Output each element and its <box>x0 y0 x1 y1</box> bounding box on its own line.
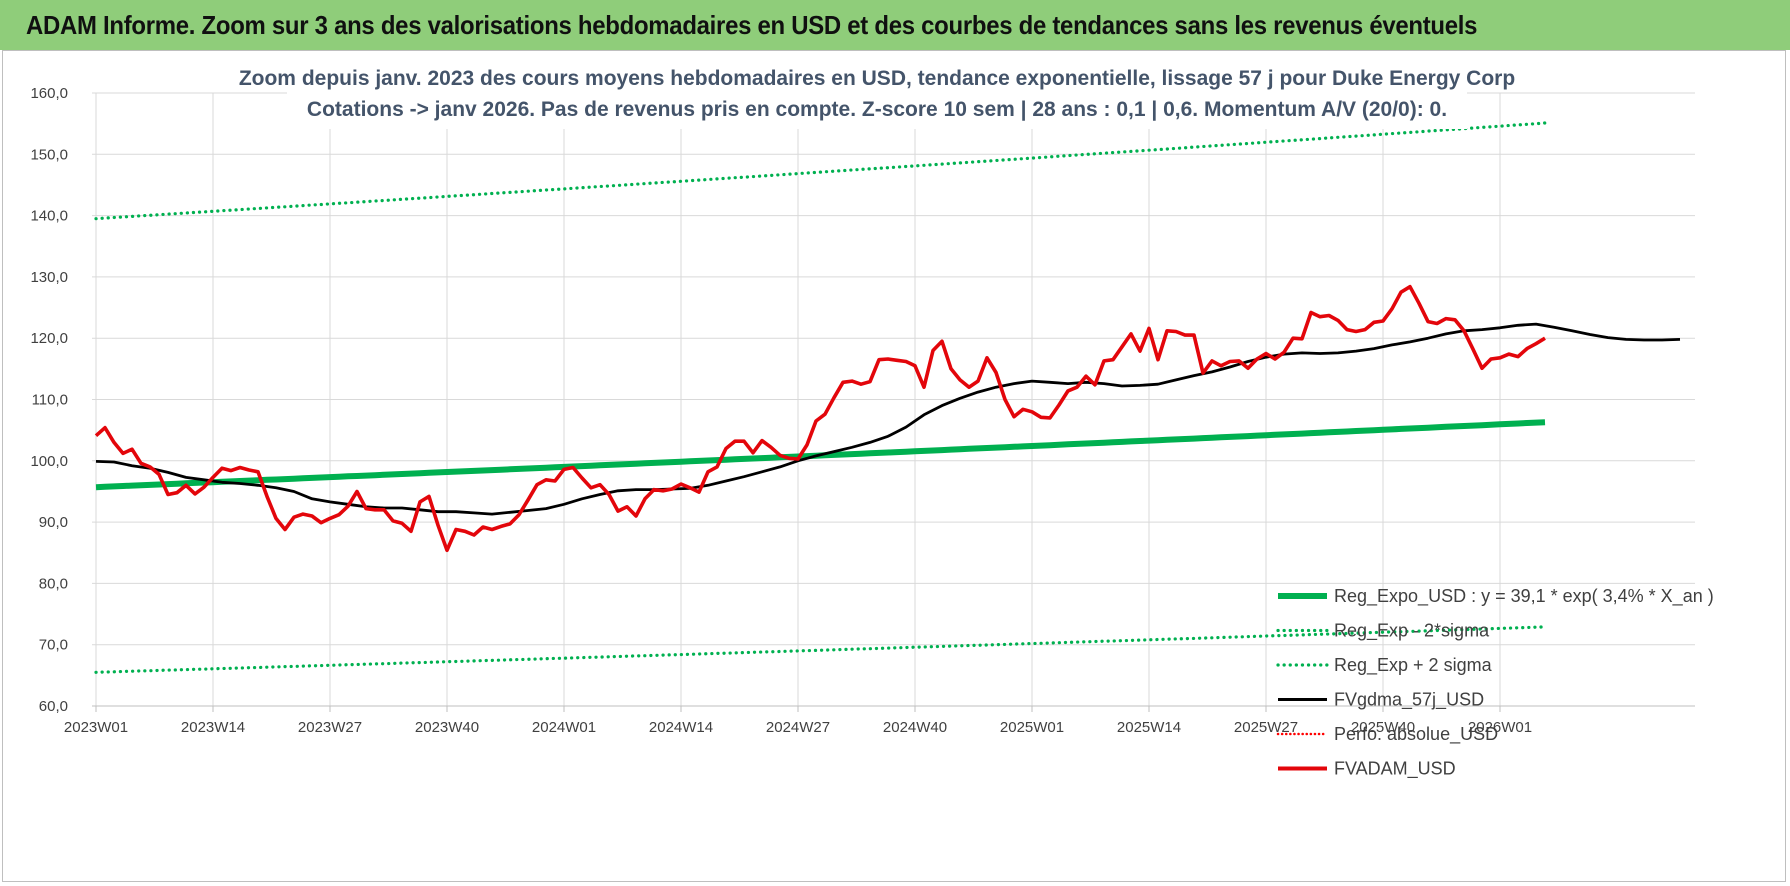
legend-label: Reg_Expo_USD : y = 39,1 * exp( 3,4% * X_… <box>1334 586 1714 607</box>
legend-label: FVgdma_57j_USD <box>1334 690 1484 711</box>
legend-label: Reg_Exp - 2*sigma <box>1334 621 1490 642</box>
x-tick-label: 2026W01 <box>1468 719 1532 736</box>
gridlines <box>92 92 1695 707</box>
series-layer <box>94 121 1681 674</box>
y-tick-label: 110,0 <box>32 392 68 409</box>
y-tick-label: 80,0 <box>39 575 68 592</box>
x-tick-label: 2023W14 <box>181 719 245 736</box>
x-tick-label: 2023W40 <box>415 719 479 736</box>
report-title: ADAM Informe. Zoom sur 3 ans des valoris… <box>26 9 1478 40</box>
y-tick-label: 160,0 <box>30 85 68 102</box>
y-tick-label: 100,0 <box>30 453 68 470</box>
chart-frame: 60,0 70,0 80,0 90,0 100,0 110,0 120,0 130,0 140,… <box>2 50 1786 882</box>
x-tick-label: 2025W14 <box>1117 719 1181 736</box>
fvgdma-line <box>95 322 1681 516</box>
x-axis: 2023W01 2023W14 2023W27 2023W40 2024W01 2024W… <box>64 705 1695 736</box>
legend-label: FVADAM_USD <box>1334 759 1456 780</box>
y-tick-label: 140,0 <box>30 208 68 225</box>
x-tick-label: 2024W27 <box>766 719 830 736</box>
x-tick-label: 2024W01 <box>532 719 596 736</box>
x-tick-label: 2024W40 <box>883 719 947 736</box>
y-tick-label: 130,0 <box>30 269 68 286</box>
x-tick-label: 2023W27 <box>298 719 362 736</box>
legend-label: Reg_Exp + 2 sigma <box>1334 655 1493 676</box>
reg-exp-plus-2sigma-line <box>94 121 1547 221</box>
y-axis: 60,0 70,0 80,0 90,0 100,0 110,0 120,0 130,0 140,… <box>30 85 68 715</box>
x-tick-label: 2025W27 <box>1234 719 1298 736</box>
chart-title-bg <box>287 55 1467 129</box>
chart-title-line2: Cotations -> janv 2026. Pas de revenus p… <box>307 98 1447 121</box>
x-tick-label: 2025W40 <box>1351 719 1415 736</box>
y-tick-label: 90,0 <box>39 514 68 531</box>
y-tick-label: 150,0 <box>30 146 68 163</box>
x-tick-label: 2023W01 <box>64 719 128 736</box>
chart-title-line1: Zoom depuis janv. 2023 des cours moyens … <box>239 67 1515 90</box>
report-header: ADAM Informe. Zoom sur 3 ans des valoris… <box>0 0 1790 50</box>
line-chart: 60,0 70,0 80,0 90,0 100,0 110,0 120,0 130,0 140,… <box>30 55 1714 780</box>
y-tick-label: 70,0 <box>39 637 68 654</box>
y-tick-label: 120,0 <box>30 330 68 347</box>
x-tick-label: 2024W14 <box>649 719 713 736</box>
y-tick-label: 60,0 <box>39 698 68 715</box>
x-tick-label: 2025W01 <box>1000 719 1064 736</box>
legend: Reg_Expo_USD : y = 39,1 * exp( 3,4% * X_… <box>1276 586 1714 780</box>
reg-exp-minus-2sigma-line <box>94 625 1547 674</box>
fvadam-line <box>94 284 1546 553</box>
legend-label: Perfo. absolue_USD <box>1334 724 1498 745</box>
